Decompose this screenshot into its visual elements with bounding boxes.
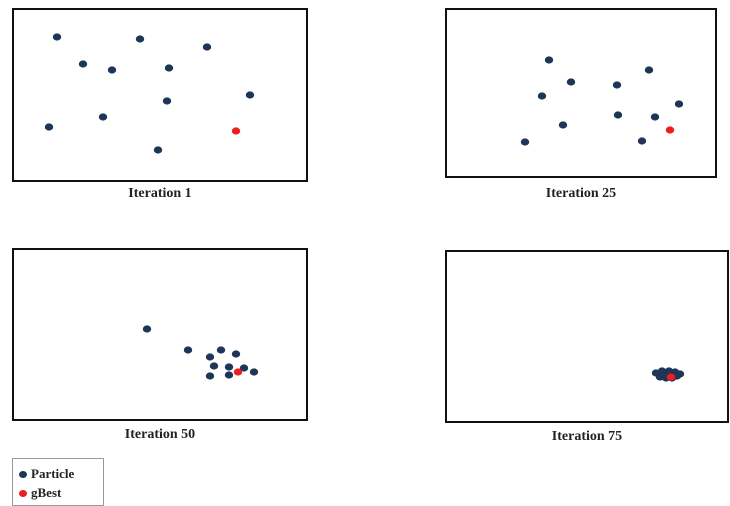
caption-iteration-1: Iteration 1: [128, 186, 192, 201]
panel-iteration-25: [445, 8, 717, 178]
panel-iteration-75: [445, 250, 729, 423]
particle-marker: [658, 371, 668, 379]
particle-marker: [52, 33, 62, 41]
particle-marker: [537, 92, 547, 100]
particle-marker: [183, 346, 193, 354]
particle-marker: [202, 43, 212, 51]
caption-iteration-75: Iteration 75: [551, 429, 623, 444]
gbest-marker: [233, 368, 243, 376]
gbest-marker: [666, 373, 676, 381]
particle-marker: [78, 60, 88, 68]
particle-marker: [162, 97, 172, 105]
particle-marker: [153, 146, 163, 154]
particle-marker: [674, 100, 684, 108]
particle-marker: [209, 362, 219, 370]
particle-marker: [650, 113, 660, 121]
particle-marker: [544, 56, 554, 64]
particle-marker: [612, 81, 622, 89]
particle-marker: [142, 325, 152, 333]
panel-iteration-50: [12, 248, 308, 421]
particle-marker: [205, 372, 215, 380]
gbest-marker: [665, 126, 675, 134]
particle-marker: [520, 138, 530, 146]
particle-marker: [205, 353, 215, 361]
particle-marker: [216, 346, 226, 354]
particle-marker: [135, 35, 145, 43]
particle-marker: [44, 123, 54, 131]
particle-marker: [224, 363, 234, 371]
legend: Particle gBest: [12, 458, 104, 506]
particle-marker: [224, 371, 234, 379]
legend-gbest-label: gBest: [31, 485, 62, 500]
particle-marker: [637, 137, 647, 145]
particle-marker: [107, 66, 117, 74]
legend-particle-label: Particle: [31, 466, 75, 481]
caption-iteration-50: Iteration 50: [124, 427, 196, 442]
particle-marker: [249, 368, 259, 376]
particle-marker: [644, 66, 654, 74]
particle-marker: [231, 350, 241, 358]
caption-iteration-25: Iteration 25: [545, 186, 617, 201]
particle-marker: [239, 364, 249, 372]
particle-marker: [245, 91, 255, 99]
legend-particle-marker: [19, 471, 27, 478]
particle-marker: [613, 111, 623, 119]
particle-marker: [566, 78, 576, 86]
legend-gbest-marker: [19, 490, 27, 497]
particle-marker: [164, 64, 174, 72]
gbest-marker: [231, 127, 241, 135]
particle-marker: [98, 113, 108, 121]
particle-marker: [558, 121, 568, 129]
